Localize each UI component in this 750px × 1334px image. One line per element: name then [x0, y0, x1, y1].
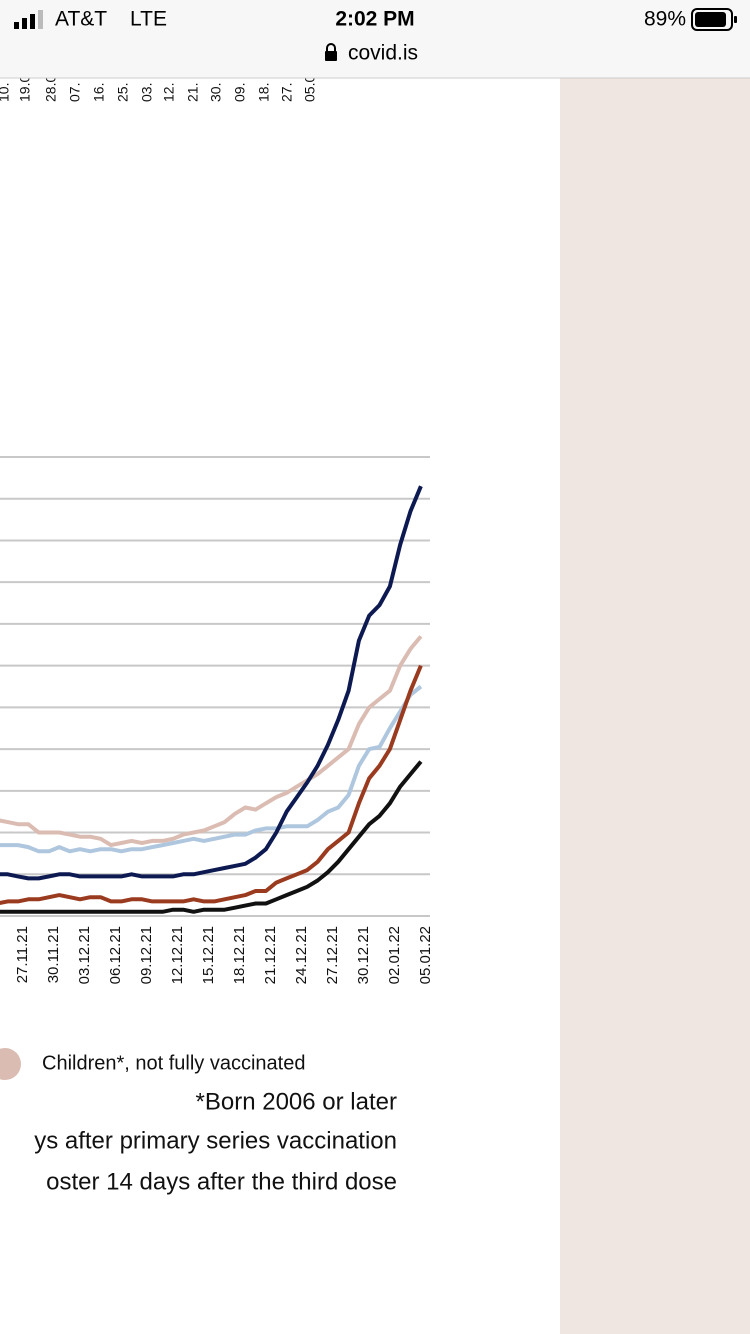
x-tick-label: 30.12.21	[355, 926, 372, 984]
x-tick-label: 06.12.21	[107, 926, 124, 984]
x-tick-label: 12.12.21	[169, 926, 186, 984]
signal-bar	[14, 22, 19, 29]
top-tick-label: 05.0	[302, 75, 318, 102]
signal-bar	[30, 14, 35, 29]
signal-bar	[38, 10, 43, 29]
signal-bar	[22, 18, 27, 29]
plot	[0, 456, 430, 917]
top-tick-label: 28.0	[43, 75, 59, 102]
network: LTE	[130, 8, 167, 31]
legend-label: Children*, not fully vaccinated	[42, 1052, 305, 1074]
note: oster 14 days after the third dose	[46, 1168, 397, 1195]
x-tick-label: 18.12.21	[231, 926, 248, 984]
lock-icon	[325, 51, 337, 61]
side-margin	[560, 0, 750, 1334]
content-area	[0, 0, 560, 1334]
x-tick-label: 09.12.21	[138, 926, 155, 984]
top-tick-label: 30.	[208, 83, 224, 102]
legend-swatch	[0, 1048, 21, 1080]
x-axis: 27.11.21 30.11.21 03.12.21 06.12.21 09.12.21…	[14, 926, 434, 984]
top-tick-label: 10.	[0, 83, 12, 102]
top-tick-label: 09.	[232, 83, 248, 102]
series-line	[0, 635, 423, 848]
top-tick-label: 27.	[279, 83, 295, 102]
lock-shackle	[326, 43, 336, 51]
battery-fill	[695, 12, 726, 27]
status-bar: AT&T LTE 2:02 PM covid.is 89%	[0, 0, 750, 79]
x-tick-label: 05.01.22	[417, 926, 434, 984]
x-tick-label: 03.12.21	[76, 926, 93, 984]
note: *Born 2006 or later	[196, 1088, 397, 1115]
battery	[691, 8, 733, 31]
top-tick-label: 12.	[161, 83, 177, 102]
series-line	[0, 664, 423, 905]
note: ys after primary series vaccination	[34, 1127, 397, 1154]
series-line	[0, 760, 423, 914]
battery-tip	[734, 16, 737, 23]
top-tick-label: 19.0	[17, 75, 33, 102]
top-tick-label: 07.	[67, 83, 83, 102]
top-tick-label: 03.	[139, 83, 155, 102]
x-tick-label: 27.12.21	[324, 926, 341, 984]
status-bar-bg	[0, 0, 750, 78]
top-tick-label: 18.	[256, 83, 272, 102]
x-tick-label: 15.12.21	[200, 926, 217, 984]
x-tick-label: 21.12.21	[262, 926, 279, 984]
x-tick-label: 27.11.21	[14, 926, 31, 983]
clock: 2:02 PM	[335, 8, 414, 31]
top-tick-label: 21.	[185, 83, 201, 102]
top-tick-label: 25.	[115, 83, 131, 102]
x-tick-label: 30.11.21	[45, 926, 62, 983]
carrier: AT&T	[55, 8, 107, 31]
url[interactable]: covid.is	[348, 42, 418, 65]
x-tick-label: 02.01.22	[386, 926, 403, 984]
x-tick-label: 24.12.21	[293, 926, 310, 984]
top-axis: 10. 19.0 28.0 07. 16. 25. 03. 12. 21. 30. 09. 18. 27…	[0, 75, 318, 102]
top-tick-label: 16.	[91, 83, 107, 102]
series-line	[0, 485, 423, 881]
battery-level: 89%	[644, 8, 686, 31]
series-line	[0, 684, 423, 854]
